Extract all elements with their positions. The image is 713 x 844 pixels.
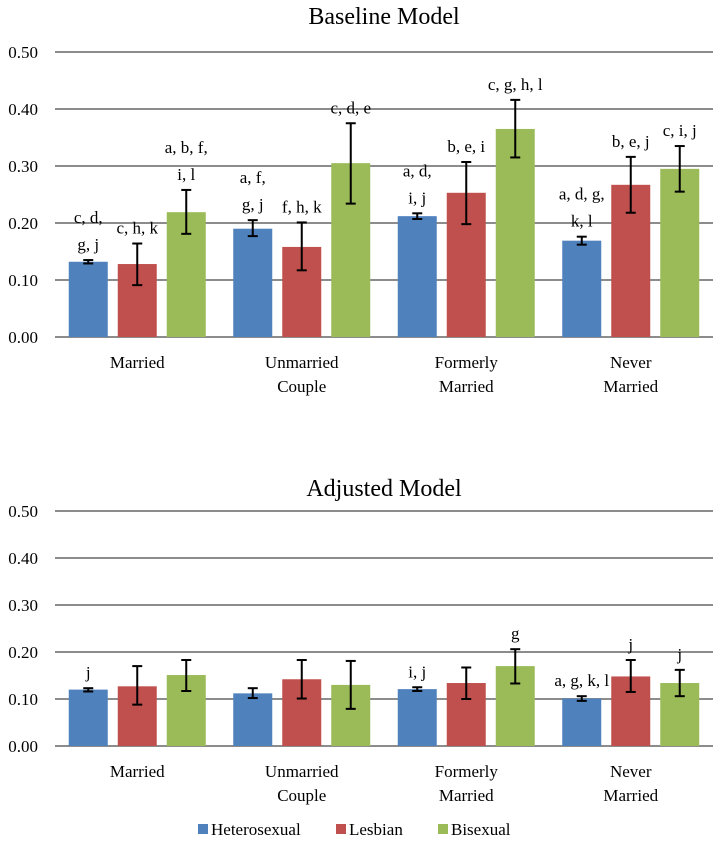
data-label: b, e, j (612, 132, 650, 151)
legend-swatch-bisexual (438, 824, 448, 834)
x-tick-label: Married (603, 786, 658, 805)
data-label: c, g, h, l (488, 75, 543, 94)
y-tick-label: 0.50 (8, 43, 38, 62)
y-tick-label: 0.40 (8, 549, 38, 568)
data-label: f, h, k (282, 197, 322, 216)
legend-label: Lesbian (349, 820, 403, 839)
data-label: g (511, 624, 520, 643)
data-label: a, d, (403, 161, 432, 180)
data-label: c, i, j (663, 121, 697, 140)
chart-panel-2: Adjusted Model 0.00 0.10 0.20 0.30 0.40 0.50 j M… (8, 476, 713, 805)
x-tick-label: Couple (277, 786, 326, 805)
y-tick-label: 0.20 (8, 214, 38, 233)
x-tick-label: Never (610, 762, 652, 781)
bar-bisexual (495, 128, 535, 337)
data-label: a, g, k, l (554, 671, 609, 690)
x-tick-label: Married (439, 377, 494, 396)
bar-heterosexual (562, 240, 602, 337)
chart-title: Baseline Model (308, 4, 460, 30)
bar-heterosexual (562, 698, 602, 746)
y-tick-label: 0.50 (8, 502, 38, 521)
data-label: i, j (408, 188, 426, 207)
y-tick-label: 0.00 (8, 328, 38, 347)
legend-label: Heterosexual (211, 820, 301, 839)
bar-heterosexual (397, 216, 437, 337)
y-tick-label: 0.20 (8, 643, 38, 662)
data-label: j (85, 663, 91, 682)
data-label: a, f, (240, 168, 266, 187)
legend-label: Bisexual (451, 820, 511, 839)
data-label: g, j (242, 195, 264, 214)
chart-panel-1: Baseline Model 0.00 0.10 0.20 0.30 0.40 0.50 c,… (8, 4, 713, 396)
data-label: k, l (571, 212, 593, 231)
legend-swatch-heterosexual (198, 824, 208, 834)
bar-heterosexual (68, 689, 108, 746)
data-label: g, j (77, 235, 99, 254)
y-tick-label: 0.10 (8, 271, 38, 290)
x-tick-label: Formerly (435, 353, 499, 372)
bar-bisexual (660, 168, 700, 337)
data-label: i, j (408, 662, 426, 681)
x-tick-label: Married (110, 353, 165, 372)
x-tick-label: Married (110, 762, 165, 781)
data-label: j (627, 635, 633, 654)
bar-heterosexual (233, 693, 273, 746)
y-tick-label: 0.30 (8, 157, 38, 176)
x-tick-label: Unmarried (265, 353, 339, 372)
data-label: c, h, k (116, 219, 158, 238)
legend-swatch-lesbian (336, 824, 346, 834)
data-label: a, b, f, (165, 138, 208, 157)
y-tick-label: 0.00 (8, 737, 38, 756)
x-tick-label: Formerly (435, 762, 499, 781)
chart-title: Adjusted Model (306, 476, 462, 502)
x-tick-label: Unmarried (265, 762, 339, 781)
legend: Heterosexual Lesbian Bisexual (198, 820, 511, 839)
bar-heterosexual (233, 228, 273, 337)
x-tick-label: Never (610, 353, 652, 372)
y-tick-label: 0.10 (8, 690, 38, 709)
x-tick-label: Married (603, 377, 658, 396)
data-label: c, d, (74, 208, 103, 227)
data-label: j (676, 645, 682, 664)
data-label: b, e, i (447, 137, 485, 156)
bar-heterosexual (68, 261, 108, 337)
x-tick-label: Married (439, 786, 494, 805)
data-label: a, d, g, (559, 185, 605, 204)
bar-heterosexual (397, 689, 437, 746)
y-tick-label: 0.40 (8, 100, 38, 119)
y-tick-label: 0.30 (8, 596, 38, 615)
data-label: i, l (177, 165, 195, 184)
x-tick-label: Couple (277, 377, 326, 396)
data-label: c, d, e (330, 98, 371, 117)
